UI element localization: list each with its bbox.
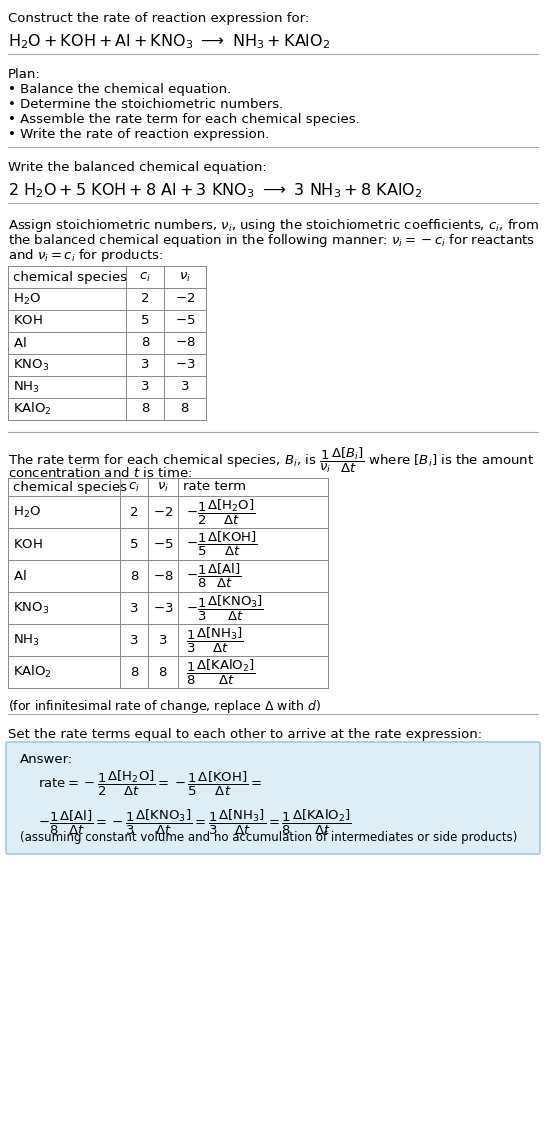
Text: $\mathrm{KOH}$: $\mathrm{KOH}$ [13, 537, 43, 551]
Text: concentration and $t$ is time:: concentration and $t$ is time: [8, 466, 192, 481]
Text: chemical species: chemical species [13, 270, 127, 284]
Text: • Assemble the rate term for each chemical species.: • Assemble the rate term for each chemic… [8, 112, 360, 126]
Text: The rate term for each chemical species, $B_i$, is $\dfrac{1}{\nu_i}\dfrac{\Delt: The rate term for each chemical species,… [8, 446, 534, 475]
Text: 5: 5 [141, 315, 149, 327]
Text: $\nu_i$: $\nu_i$ [157, 481, 169, 493]
Text: 3: 3 [141, 381, 149, 393]
Text: Set the rate terms equal to each other to arrive at the rate expression:: Set the rate terms equal to each other t… [8, 728, 482, 741]
Text: 2: 2 [141, 292, 149, 306]
Text: $\mathrm{H_2O + KOH + Al + KNO_3 \ \longrightarrow \ NH_3 + KAlO_2}$: $\mathrm{H_2O + KOH + Al + KNO_3 \ \long… [8, 32, 330, 51]
Text: $\mathrm{Al}$: $\mathrm{Al}$ [13, 569, 27, 583]
Text: $\mathrm{rate} = -\dfrac{1}{2}\dfrac{\Delta[\mathrm{H_2O}]}{\Delta t} = -\dfrac{: $\mathrm{rate} = -\dfrac{1}{2}\dfrac{\De… [38, 769, 262, 799]
Text: $-\dfrac{1}{8}\dfrac{\Delta[\mathrm{Al}]}{\Delta t} = -\dfrac{1}{3}\dfrac{\Delta: $-\dfrac{1}{8}\dfrac{\Delta[\mathrm{Al}]… [38, 808, 352, 837]
Text: 8: 8 [141, 336, 149, 350]
Text: $-8$: $-8$ [175, 336, 195, 350]
Text: • Balance the chemical equation.: • Balance the chemical equation. [8, 83, 232, 97]
Text: $-2$: $-2$ [175, 292, 195, 306]
Text: 5: 5 [130, 537, 138, 551]
Text: Plan:: Plan: [8, 68, 41, 81]
Text: $\mathrm{KNO_3}$: $\mathrm{KNO_3}$ [13, 601, 49, 616]
Text: $8$: $8$ [180, 402, 190, 416]
Text: $\mathrm{NH_3}$: $\mathrm{NH_3}$ [13, 379, 40, 394]
Text: $3$: $3$ [158, 634, 168, 646]
Text: $\mathrm{KAlO_2}$: $\mathrm{KAlO_2}$ [13, 663, 52, 680]
Text: (assuming constant volume and no accumulation of intermediates or side products): (assuming constant volume and no accumul… [20, 832, 518, 844]
Text: $-3$: $-3$ [153, 601, 173, 615]
Text: $-\dfrac{1}{8}\dfrac{\Delta[\mathrm{Al}]}{\Delta t}$: $-\dfrac{1}{8}\dfrac{\Delta[\mathrm{Al}]… [186, 562, 241, 590]
Text: $-\dfrac{1}{3}\dfrac{\Delta[\mathrm{KNO_3}]}{\Delta t}$: $-\dfrac{1}{3}\dfrac{\Delta[\mathrm{KNO_… [186, 593, 264, 623]
Text: $-2$: $-2$ [153, 506, 173, 518]
Text: $-\dfrac{1}{2}\dfrac{\Delta[\mathrm{H_2O}]}{\Delta t}$: $-\dfrac{1}{2}\dfrac{\Delta[\mathrm{H_2O… [186, 498, 256, 527]
Text: $\mathrm{KOH}$: $\mathrm{KOH}$ [13, 315, 43, 327]
Text: $\mathrm{NH_3}$: $\mathrm{NH_3}$ [13, 633, 40, 648]
Text: $\mathrm{KNO_3}$: $\mathrm{KNO_3}$ [13, 358, 49, 373]
Text: • Determine the stoichiometric numbers.: • Determine the stoichiometric numbers. [8, 98, 283, 111]
Text: $-\dfrac{1}{5}\dfrac{\Delta[\mathrm{KOH}]}{\Delta t}$: $-\dfrac{1}{5}\dfrac{\Delta[\mathrm{KOH}… [186, 529, 258, 558]
Text: 3: 3 [130, 634, 138, 646]
Text: Answer:: Answer: [20, 753, 73, 766]
Text: $-8$: $-8$ [153, 569, 173, 583]
Text: • Write the rate of reaction expression.: • Write the rate of reaction expression. [8, 128, 269, 141]
Text: $\mathrm{H_2O}$: $\mathrm{H_2O}$ [13, 504, 41, 519]
FancyBboxPatch shape [6, 742, 540, 854]
Text: $\dfrac{1}{3}\dfrac{\Delta[\mathrm{NH_3}]}{\Delta t}$: $\dfrac{1}{3}\dfrac{\Delta[\mathrm{NH_3}… [186, 626, 244, 654]
Text: Assign stoichiometric numbers, $\nu_i$, using the stoichiometric coefficients, $: Assign stoichiometric numbers, $\nu_i$, … [8, 217, 539, 234]
Text: 8: 8 [130, 569, 138, 583]
Text: $\mathrm{2\ H_2O + 5\ KOH + 8\ Al + 3\ KNO_3 \ \longrightarrow \ 3\ NH_3 + 8\ KA: $\mathrm{2\ H_2O + 5\ KOH + 8\ Al + 3\ K… [8, 181, 423, 200]
Text: 3: 3 [141, 359, 149, 371]
Text: $\dfrac{1}{8}\dfrac{\Delta[\mathrm{KAlO_2}]}{\Delta t}$: $\dfrac{1}{8}\dfrac{\Delta[\mathrm{KAlO_… [186, 658, 256, 686]
Text: Write the balanced chemical equation:: Write the balanced chemical equation: [8, 161, 267, 174]
Text: $-3$: $-3$ [175, 359, 195, 371]
Text: 8: 8 [141, 402, 149, 416]
Text: $c_i$: $c_i$ [128, 481, 140, 493]
Text: and $\nu_i = c_i$ for products:: and $\nu_i = c_i$ for products: [8, 247, 164, 264]
Text: $\mathrm{KAlO_2}$: $\mathrm{KAlO_2}$ [13, 401, 52, 417]
Text: rate term: rate term [183, 481, 246, 493]
Text: 8: 8 [130, 666, 138, 678]
Text: 3: 3 [130, 601, 138, 615]
Text: $3$: $3$ [180, 381, 189, 393]
Text: 2: 2 [130, 506, 138, 518]
Text: (for infinitesimal rate of change, replace $\Delta$ with $d$): (for infinitesimal rate of change, repla… [8, 698, 321, 715]
Text: Construct the rate of reaction expression for:: Construct the rate of reaction expressio… [8, 12, 309, 25]
Text: chemical species: chemical species [13, 481, 127, 493]
Text: the balanced chemical equation in the following manner: $\nu_i = -c_i$ for react: the balanced chemical equation in the fo… [8, 232, 535, 249]
Text: $\mathrm{Al}$: $\mathrm{Al}$ [13, 336, 27, 350]
Text: $c_i$: $c_i$ [139, 270, 151, 284]
Text: $8$: $8$ [158, 666, 168, 678]
Text: $\mathrm{H_2O}$: $\mathrm{H_2O}$ [13, 292, 41, 307]
Text: $\nu_i$: $\nu_i$ [179, 270, 191, 284]
Text: $-5$: $-5$ [175, 315, 195, 327]
Text: $-5$: $-5$ [153, 537, 173, 551]
